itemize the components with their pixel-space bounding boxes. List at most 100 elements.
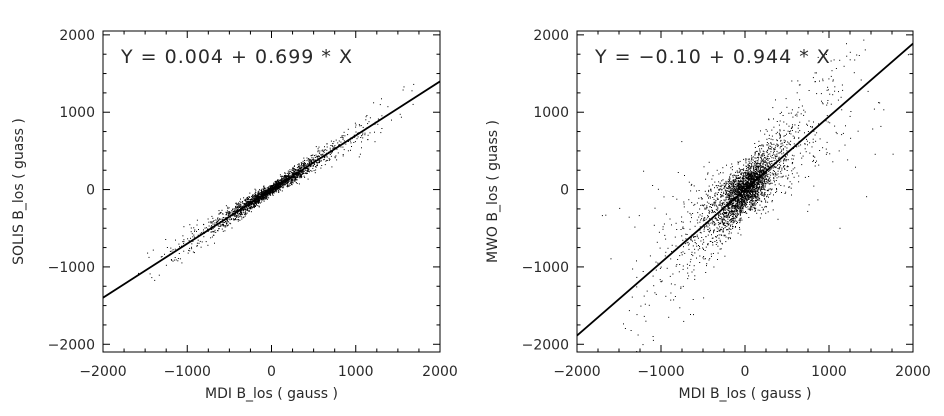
left-scatter-point xyxy=(308,163,310,165)
left-scatter-point xyxy=(360,125,362,127)
right-scatter-point xyxy=(756,163,758,165)
right-scatter-point xyxy=(766,196,767,198)
right-scatter-point xyxy=(729,185,731,187)
left-scatter-point xyxy=(330,155,332,157)
left-scatter-point xyxy=(271,187,273,189)
right-scatter-point xyxy=(849,51,851,53)
right-scatter-point xyxy=(779,134,781,136)
left-scatter-point xyxy=(247,201,249,203)
left-scatter-point xyxy=(236,214,237,216)
left-scatter-point xyxy=(299,167,301,169)
right-scatter-point xyxy=(729,191,730,193)
right-scatter-point xyxy=(727,215,729,217)
left-scatter-point xyxy=(297,164,299,166)
right-scatter-point xyxy=(763,168,765,170)
right-scatter-point xyxy=(699,226,701,228)
left-scatter-point xyxy=(298,175,300,177)
left-scatter-point xyxy=(271,191,273,192)
left-scatter-point xyxy=(241,210,243,212)
left-scatter-point xyxy=(243,197,245,199)
right-scatter-point xyxy=(744,175,746,177)
right-scatter-point xyxy=(827,89,829,91)
right-scatter-point xyxy=(818,164,820,166)
right-scatter-point xyxy=(739,218,741,220)
left-scatter-point xyxy=(255,201,257,203)
right-scatter-point xyxy=(777,164,778,166)
right-scatter-point xyxy=(797,80,799,82)
left-scatter-point xyxy=(274,181,276,183)
left-scatter-point xyxy=(232,212,234,214)
right-scatter-point xyxy=(689,228,691,230)
right-scatter-point xyxy=(749,178,751,180)
right-scatter-point xyxy=(729,224,731,226)
right-scatter-point xyxy=(723,202,725,204)
right-scatter-point xyxy=(700,240,702,242)
right-scatter-point xyxy=(775,192,777,193)
right-scatter-point xyxy=(739,160,741,162)
right-scatter-point xyxy=(787,178,789,180)
right-scatter-point xyxy=(760,182,762,184)
right-scatter-point xyxy=(784,135,786,136)
right-scatter-point xyxy=(762,208,764,210)
right-scatter-point xyxy=(746,169,748,171)
right-scatter-point xyxy=(743,164,745,166)
right-scatter-point xyxy=(686,242,688,244)
right-scatter-point xyxy=(724,215,726,217)
right-scatter-point xyxy=(751,203,753,204)
right-scatter-point xyxy=(769,183,771,185)
right-scatter-point xyxy=(807,210,809,212)
right-scatter-point xyxy=(782,148,784,150)
right-scatter-point xyxy=(753,191,755,193)
right-scatter-point xyxy=(804,148,806,150)
right-scatter-point xyxy=(737,180,739,182)
left-scatter-point xyxy=(254,202,256,204)
right-scatter-point xyxy=(754,153,756,155)
right-scatter-point xyxy=(760,190,761,192)
right-scatter-point xyxy=(759,178,761,180)
right-scatter-point xyxy=(769,163,771,165)
right-scatter-point xyxy=(834,90,836,92)
right-scatter-point xyxy=(645,320,647,322)
right-scatter-point xyxy=(683,206,685,208)
right-scatter-point xyxy=(766,195,768,197)
right-scatter-point xyxy=(728,193,730,195)
right-scatter-point xyxy=(739,210,741,212)
left-scatter-point xyxy=(340,137,342,138)
left-scatter-point xyxy=(283,177,285,179)
right-scatter-point xyxy=(756,198,758,200)
right-scatter-point xyxy=(720,234,722,236)
left-scatter-point xyxy=(323,156,325,158)
left-scatter-point xyxy=(387,106,389,108)
right-scatter-point xyxy=(676,264,678,266)
left-scatter-point xyxy=(202,231,204,233)
right-scatter-point xyxy=(737,191,739,193)
right-scatter-point xyxy=(731,213,733,215)
left-scatter-point xyxy=(166,247,168,248)
right-scatter-point xyxy=(715,244,717,245)
right-scatter-point xyxy=(731,224,733,226)
right-scatter-point xyxy=(759,156,761,158)
left-scatter-point xyxy=(189,247,191,249)
right-scatter-point xyxy=(793,143,795,145)
right-scatter-point xyxy=(730,194,732,196)
left-scatter-point xyxy=(301,175,303,177)
right-scatter-point xyxy=(790,128,792,129)
left-scatter-point xyxy=(296,179,298,181)
left-scatter-point xyxy=(299,173,301,175)
left-scatter-point xyxy=(347,134,349,136)
right-scatter-point xyxy=(736,183,738,185)
left-scatter-point xyxy=(275,184,277,186)
left-scatter-point xyxy=(298,173,299,175)
right-scatter-point xyxy=(693,204,695,206)
right-scatter-point xyxy=(784,167,786,169)
right-scatter-point xyxy=(746,193,748,195)
right-scatter-point xyxy=(658,231,660,233)
left-scatter-point xyxy=(193,234,195,236)
right-scatter-point xyxy=(731,163,733,165)
right-scatter-point xyxy=(763,182,765,184)
right-scatter-point xyxy=(640,305,642,307)
right-scatter-point xyxy=(738,178,740,179)
right-scatter-point xyxy=(753,195,755,197)
right-scatter-point xyxy=(846,43,847,45)
right-scatter-point xyxy=(746,185,748,187)
